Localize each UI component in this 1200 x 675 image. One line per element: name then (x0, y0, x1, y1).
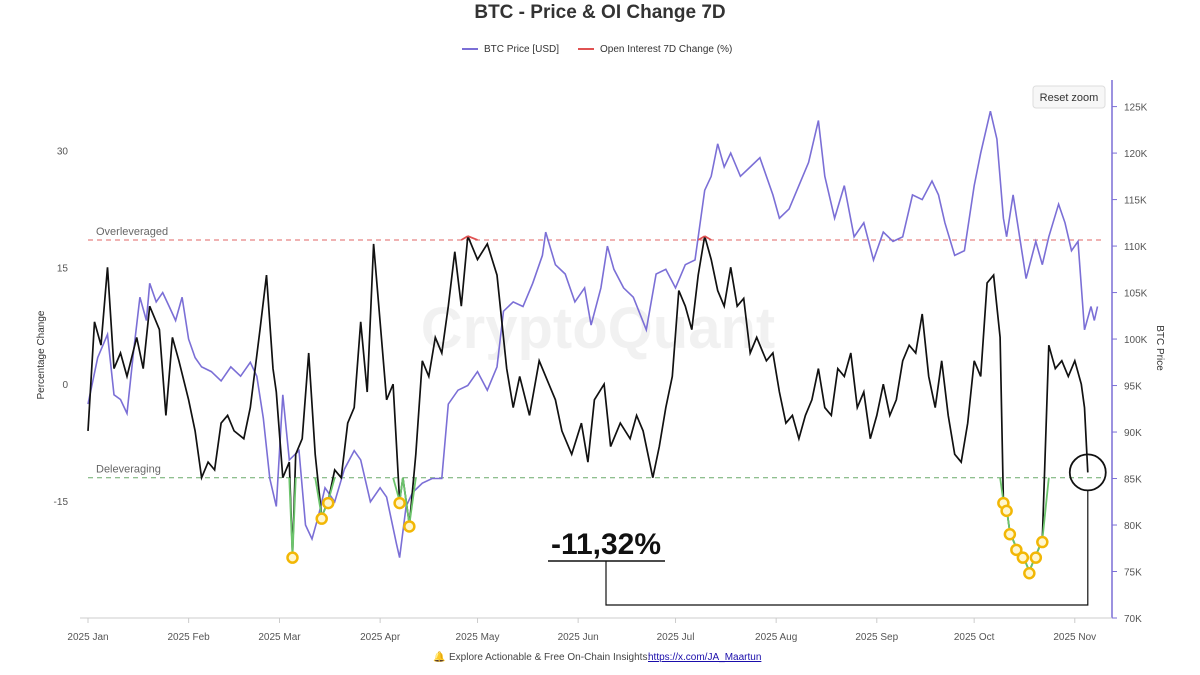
left-tick-label: 30 (57, 146, 69, 157)
reset-zoom-button[interactable]: Reset zoom (1032, 85, 1106, 109)
watermark: CryptoQuant (421, 296, 775, 361)
right-axis-ticks: 125K 120K 115K 110K 105K 100K 95K 90K 85K 80K 75K 7… (1112, 103, 1148, 625)
threshold-label-overleveraged: Overleveraged (96, 226, 168, 238)
deleveraging-marker (1010, 543, 1023, 557)
right-tick-label: 70K (1124, 614, 1142, 625)
right-tick-label: 110K (1124, 242, 1147, 253)
deleveraging-marker (1029, 551, 1043, 564)
left-axis-title: Percentage Change (36, 310, 47, 399)
deleveraging-marker (286, 551, 299, 564)
right-tick-label: 120K (1124, 149, 1148, 160)
right-tick-label: 105K (1124, 289, 1148, 300)
x-tick-label: 2025 Feb (167, 632, 210, 643)
left-axis-ticks: 30 15 0 -15 (54, 146, 69, 508)
series-line-btc-price (87, 111, 1099, 558)
oi-overleveraged-segment (704, 235, 712, 241)
footer-text: Explore Actionable & Free On-Chain Insig… (449, 652, 650, 663)
right-tick-label: 125K (1124, 103, 1148, 114)
left-tick-label: -15 (54, 497, 69, 508)
x-tick-label: 2025 Jan (67, 632, 108, 643)
deleveraging-marker (1023, 566, 1036, 580)
oi-deleveraging-segment (408, 477, 417, 525)
left-tick-label: 0 (62, 380, 68, 391)
deleveraging-marker (393, 496, 406, 510)
deleveraging-marker (1036, 535, 1049, 549)
oi-deleveraging-segment (401, 477, 411, 525)
x-tick-label: 2025 Jul (657, 632, 695, 643)
legend: BTC Price [USD] Open Interest 7D Change … (462, 44, 732, 55)
oi-deleveraging-segment (1041, 477, 1050, 541)
annotation-layer: -11,32% (548, 453, 1107, 606)
deleveraging-marker (1016, 551, 1030, 564)
right-tick-label: 85K (1124, 475, 1142, 486)
x-tick-label: 2025 Sep (855, 632, 898, 643)
legend-item-oi-change[interactable]: Open Interest 7D Change (%) (578, 44, 732, 55)
x-tick-label: 2025 Oct (954, 632, 995, 643)
deleveraging-marker (1003, 528, 1017, 541)
series-layer (87, 111, 1099, 580)
right-axis-title: BTC Price (1154, 325, 1165, 371)
legend-label-btc-price: BTC Price [USD] (484, 44, 559, 55)
oi-overleveraged-segment (697, 235, 706, 241)
right-tick-label: 90K (1124, 428, 1142, 439)
x-tick-label: 2025 Jun (558, 632, 599, 643)
oi-overleveraged-segment (467, 235, 478, 241)
annotation-value: -11,32% (551, 528, 661, 561)
oi-deleveraging-segment (291, 477, 297, 556)
chart-title: BTC - Price & OI Change 7D (474, 2, 725, 23)
footer: 🔔 Explore Actionable & Free On-Chain Ins… (433, 651, 761, 663)
annotation-connector (605, 490, 1089, 606)
reset-zoom-label: Reset zoom (1040, 92, 1099, 104)
right-tick-label: 80K (1124, 521, 1142, 532)
right-tick-label: 100K (1124, 335, 1148, 346)
threshold-lines: Overleveraged Deleveraging (88, 226, 1104, 479)
bell-icon: 🔔 (433, 651, 445, 663)
x-tick-label: 2025 Mar (258, 632, 301, 643)
reset-zoom-button-bg (1032, 85, 1106, 109)
oi-overleveraged-segment (460, 235, 469, 241)
left-tick-label: 15 (57, 263, 69, 274)
right-tick-label: 115K (1124, 196, 1147, 207)
x-axis-ticks: 2025 Jan 2025 Feb 2025 Mar 2025 Apr 2025 May… (67, 618, 1096, 643)
oi-deleveraging-segment (288, 477, 294, 556)
deleveraging-marker (1000, 504, 1013, 518)
deleveraging-marker (321, 496, 335, 510)
deleveraging-marker (315, 512, 328, 525)
deleveraging-marker (403, 520, 416, 533)
legend-label-oi-change: Open Interest 7D Change (%) (600, 44, 732, 55)
x-tick-label: 2025 Apr (360, 632, 401, 643)
right-tick-label: 95K (1124, 382, 1142, 393)
x-tick-label: 2025 Nov (1053, 632, 1096, 643)
x-tick-label: 2025 Aug (755, 632, 797, 643)
right-tick-label: 75K (1124, 568, 1142, 579)
x-tick-label: 2025 May (456, 632, 500, 643)
legend-item-btc-price[interactable]: BTC Price [USD] (462, 44, 559, 55)
threshold-label-deleveraging: Deleveraging (96, 464, 161, 476)
series-line-oi-change (87, 235, 1089, 574)
oi-deleveraging-segment (314, 477, 323, 517)
footer-link[interactable]: https://x.com/JA_Maartun (648, 652, 761, 663)
